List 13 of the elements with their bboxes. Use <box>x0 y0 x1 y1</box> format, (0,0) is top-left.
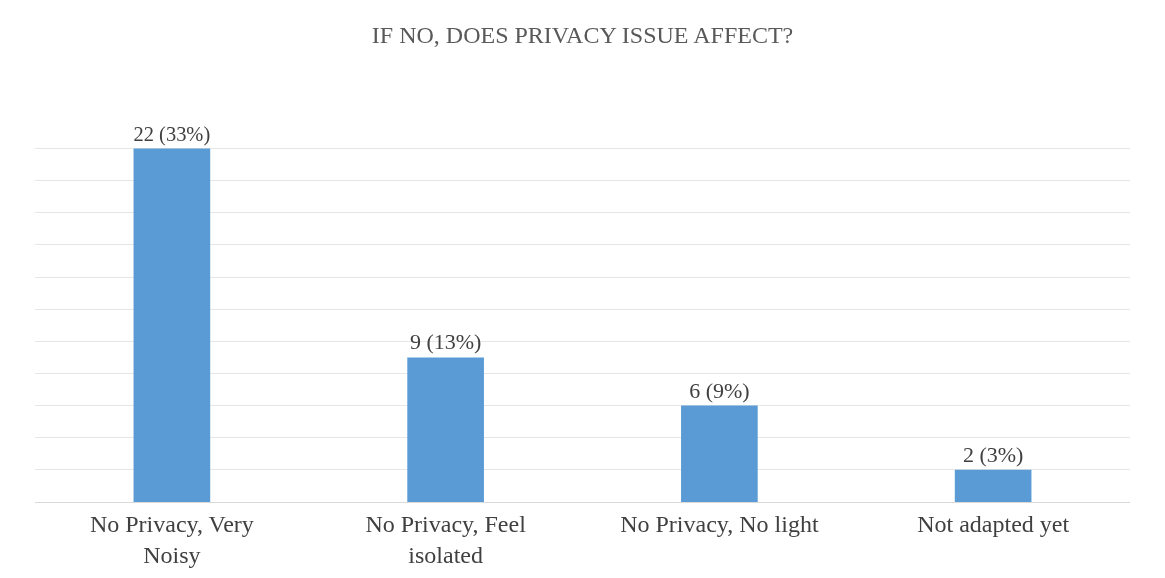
data-label: 22 (33%) <box>133 122 211 146</box>
x-tick-label: No Privacy, Feel isolated <box>365 510 527 568</box>
data-label: 2 (3%) <box>962 441 1024 467</box>
chart-title: IF NO, DOES PRIVACY ISSUE AFFECT? <box>371 21 794 48</box>
bar <box>954 469 1032 502</box>
data-label: 9 (13%) <box>409 329 482 355</box>
bar <box>681 405 758 502</box>
bar <box>407 357 484 502</box>
x-tick-label: Not adapted yet <box>917 510 1070 537</box>
data-label: 6 (9%) <box>689 377 750 403</box>
x-tick-label: No Privacy, No light <box>620 510 819 537</box>
x-tick-label: No Privacy, Very Noisy <box>89 510 254 568</box>
bar <box>133 148 211 502</box>
